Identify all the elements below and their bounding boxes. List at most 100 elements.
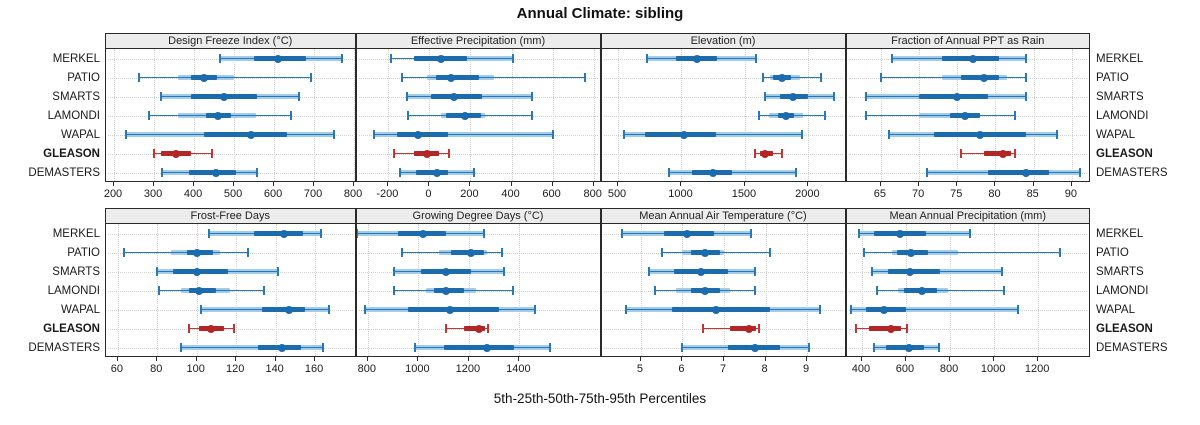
median-dot: [760, 149, 769, 158]
median-dot: [781, 111, 790, 120]
station-label-right: MERKEL: [1096, 227, 1144, 240]
station-label-right: SMARTS: [1096, 90, 1144, 103]
whisker-cap: [138, 73, 141, 82]
axis-tick: [949, 357, 951, 361]
whisker-cap: [531, 92, 534, 101]
panel-title: Mean Annual Precipitation (mm): [889, 210, 1046, 222]
axis-tick-label: 800: [357, 363, 377, 375]
gridline-vertical: [157, 224, 159, 356]
axis-tick: [1037, 357, 1039, 361]
axis-tick: [510, 182, 512, 186]
axis-tick: [879, 182, 881, 186]
p5-p95-whisker: [123, 251, 248, 254]
axis-tick: [274, 357, 276, 361]
whisker-cap: [621, 229, 624, 238]
whisker-cap: [1017, 305, 1020, 314]
whisker-cap: [780, 149, 783, 158]
p25-p75-band: [253, 231, 304, 236]
median-dot: [744, 324, 753, 333]
p25-p75-band: [984, 151, 1011, 156]
axis-tick-label: 9: [802, 363, 810, 375]
p25-p75-band: [204, 132, 288, 137]
median-dot: [709, 168, 718, 177]
whisker-cap: [654, 286, 657, 295]
axis-tick: [806, 357, 808, 361]
axis-tick-label: 500: [223, 188, 243, 200]
whisker-cap: [548, 343, 551, 352]
axis-tick-label: 8: [761, 363, 768, 375]
axis-tick: [904, 357, 906, 361]
station-label-right: GLEASON: [1096, 322, 1153, 335]
axis-tick: [956, 182, 958, 186]
gridline-vertical: [1033, 49, 1035, 181]
panel-plot: [105, 224, 356, 357]
axis-tick-label: 6: [678, 363, 685, 375]
axis-tick-label: 1200: [455, 363, 481, 375]
gridline-vertical: [314, 49, 316, 181]
axis-tick-label: 1000: [405, 363, 430, 375]
axis-tick-label: 90: [1064, 188, 1078, 200]
whisker-cap: [794, 168, 797, 177]
whisker-cap: [356, 229, 358, 238]
whisker-cap: [754, 149, 757, 158]
panel-title: Fraction of Annual PPT as Rain: [891, 35, 1045, 47]
whisker-cap: [820, 73, 823, 82]
axis-tick: [113, 182, 114, 186]
panel-strip: Effective Precipitation (mm): [355, 33, 601, 49]
gridline-vertical: [275, 224, 277, 356]
median-dot: [277, 343, 286, 352]
median-dot: [896, 229, 905, 238]
whisker-cap: [390, 54, 393, 63]
p25-p75-band: [463, 326, 485, 331]
whisker-cap: [503, 267, 506, 276]
whisker-cap: [968, 229, 971, 238]
median-dot: [711, 305, 720, 314]
axis-tick-label: 500: [607, 188, 627, 200]
whisker-cap: [754, 286, 757, 295]
axis-tick: [417, 357, 419, 361]
gridline-vertical: [315, 224, 317, 356]
axis-tick-label: 400: [851, 363, 871, 375]
whisker-cap: [1025, 73, 1028, 82]
p5-p95-whisker: [877, 289, 1004, 292]
panel-title: Frost-Free Days: [190, 210, 270, 222]
whisker-cap: [233, 324, 236, 333]
median-dot: [1022, 168, 1031, 177]
whisker-cap: [758, 324, 761, 333]
median-dot: [968, 54, 977, 63]
axis-tick: [469, 182, 471, 186]
whisker-cap: [625, 305, 628, 314]
whisker-cap: [876, 286, 879, 295]
station-label-left: DEMASTERS: [28, 341, 100, 354]
axis-tick: [993, 357, 995, 361]
axis-tick: [195, 357, 197, 361]
median-dot: [980, 73, 989, 82]
median-dot: [467, 248, 476, 257]
whisker-cap: [472, 168, 475, 177]
station-label-left: SMARTS: [52, 265, 100, 278]
station-label-left: SMARTS: [52, 90, 100, 103]
whisker-cap: [289, 111, 292, 120]
gridline-horizontal: [603, 77, 843, 79]
axis-tick: [860, 357, 862, 361]
whisker-cap: [159, 92, 162, 101]
whisker-cap: [891, 54, 894, 63]
median-dot: [475, 324, 483, 333]
axis-tick-label: 400: [183, 188, 203, 200]
axis-tick: [681, 357, 683, 361]
station-label-right: PATIO: [1096, 246, 1129, 259]
axis-tick: [193, 182, 195, 186]
whisker-cap: [445, 324, 448, 333]
panel-title: Effective Precipitation (mm): [410, 35, 546, 47]
median-dot: [442, 267, 451, 276]
panel-plot: [600, 49, 846, 182]
whisker-cap: [179, 343, 182, 352]
panel-title: Mean Annual Air Temperature (°C): [639, 210, 807, 222]
station-label-right: MERKEL: [1096, 52, 1144, 65]
median-dot: [692, 54, 701, 63]
whisker-cap: [849, 305, 852, 314]
whisker-cap: [906, 324, 909, 333]
median-dot: [976, 130, 985, 139]
whisker-cap: [447, 149, 450, 158]
axis-tick-label: 1000: [980, 363, 1006, 375]
